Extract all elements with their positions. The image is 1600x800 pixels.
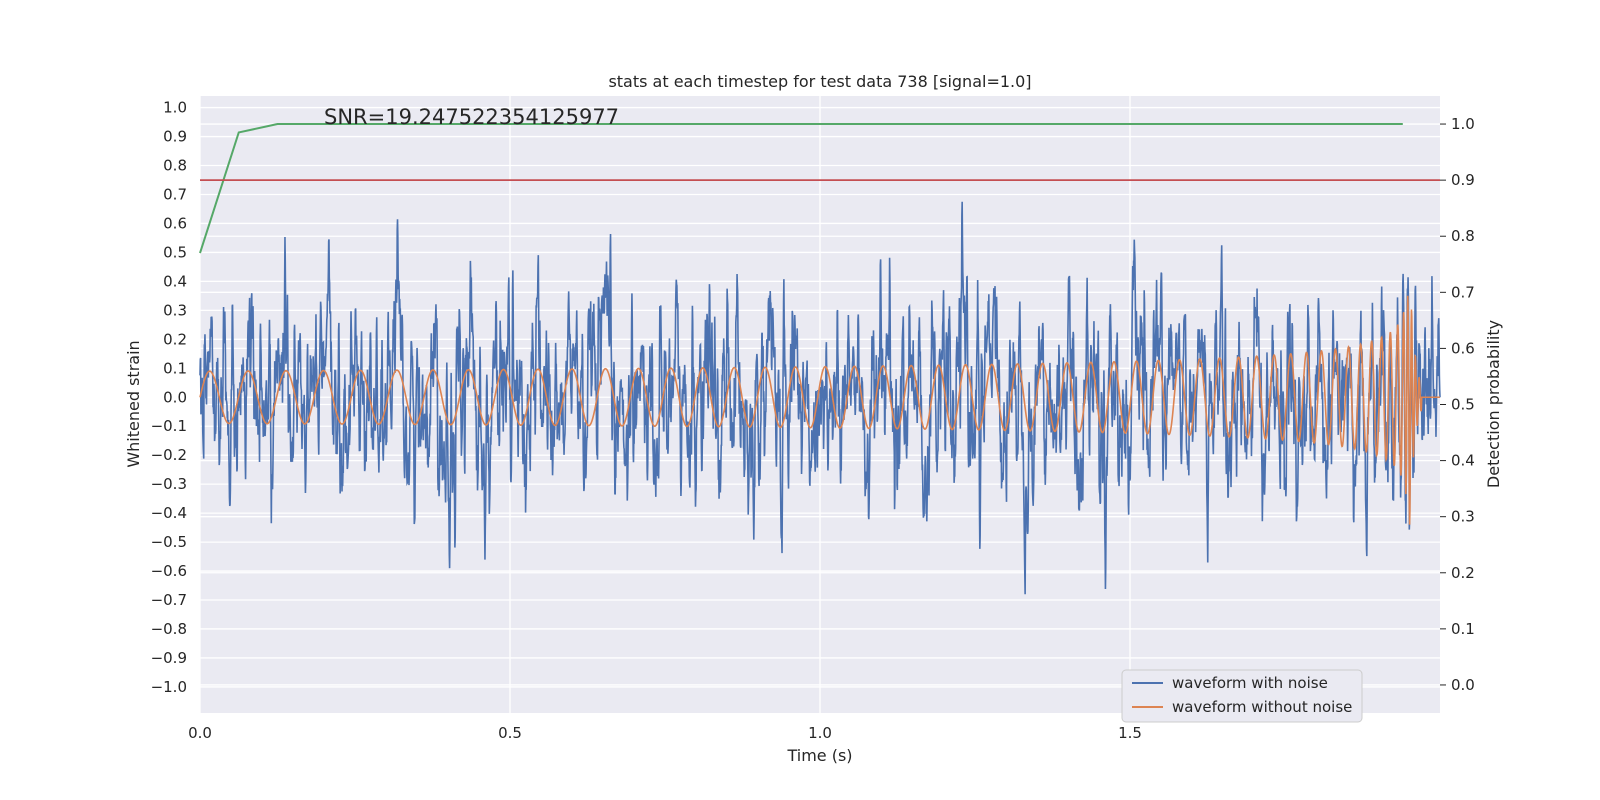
y2-tick-label: 1.0 [1451, 115, 1475, 133]
y-tick-label: 0.4 [163, 272, 187, 290]
y2-tick-label: 0.5 [1451, 396, 1475, 414]
x-tick-labels: 0.0 0.5 1.0 1.5 [188, 724, 1142, 742]
y2-tick-label: 0.9 [1451, 171, 1475, 189]
y-tick-label: 1.0 [163, 99, 187, 117]
y2-tick-label: 0.3 [1451, 508, 1475, 526]
series-layer [199, 123, 1441, 595]
y-tick-label: −0.3 [151, 475, 187, 493]
y-tick-label: 0.8 [163, 157, 187, 175]
y-tick-label: −0.2 [151, 446, 187, 464]
y-tick-label: −0.6 [151, 562, 187, 580]
x-tick-label: 1.5 [1118, 724, 1142, 742]
y-tick-label: 0.2 [163, 330, 187, 348]
y2-tick-label: 0.0 [1451, 676, 1475, 694]
y2-tick-label: 0.1 [1451, 620, 1475, 638]
y-tick-label: 0.0 [163, 388, 187, 406]
y-tick-label: −0.9 [151, 649, 187, 667]
y-tick-label: −1.0 [151, 678, 187, 696]
x-axis-label: Time (s) [786, 746, 852, 765]
y-tick-label: 0.3 [163, 301, 187, 319]
y2-tick-labels: 1.0 0.9 0.8 0.7 0.6 0.5 0.4 0.3 0.2 0.1 0.0 [1440, 115, 1475, 694]
legend-box [1121, 669, 1363, 723]
snr-annotation: SNR=19.247522354125977 [324, 105, 619, 129]
series-line-probability [199, 123, 1403, 254]
series-line-noisy [199, 201, 1441, 595]
y-tick-label: −0.1 [151, 417, 187, 435]
x-tick-label: 1.0 [808, 724, 832, 742]
y-tick-label: 0.7 [163, 185, 187, 203]
y-tick-label: −0.5 [151, 533, 187, 551]
y2-tick-label: 0.4 [1451, 452, 1475, 470]
x-tick-label: 0.5 [498, 724, 522, 742]
y-tick-label: 0.6 [163, 214, 187, 232]
y-axis-label: Whitened strain [124, 340, 143, 467]
legend: waveform with noise waveform without noi… [1121, 669, 1363, 723]
y-tick-label: −0.7 [151, 591, 187, 609]
y-tick-label: 0.9 [163, 128, 187, 146]
y2-tick-label: 0.8 [1451, 227, 1475, 245]
y2-tick-label: 0.7 [1451, 283, 1475, 301]
legend-label-noisy: waveform with noise [1172, 674, 1328, 692]
y2-tick-label: 0.6 [1451, 339, 1475, 357]
legend-label-clean: waveform without noise [1172, 698, 1352, 716]
chart-title: stats at each timestep for test data 738… [608, 72, 1031, 91]
y-tick-label: −0.8 [151, 620, 187, 638]
y-tick-labels: 1.0 0.9 0.8 0.7 0.6 0.5 0.4 0.3 0.2 0.1 0.0 −0.1 −0.… [151, 99, 187, 696]
y2-tick-label: 0.2 [1451, 564, 1475, 582]
y-tick-label: −0.4 [151, 504, 187, 522]
x-tick-label: 0.0 [188, 724, 212, 742]
series-line-clean [199, 295, 1440, 525]
y2-axis-label: Detection probability [1484, 320, 1503, 488]
y-tick-label: 0.5 [163, 243, 187, 261]
y-tick-label: 0.1 [163, 359, 187, 377]
